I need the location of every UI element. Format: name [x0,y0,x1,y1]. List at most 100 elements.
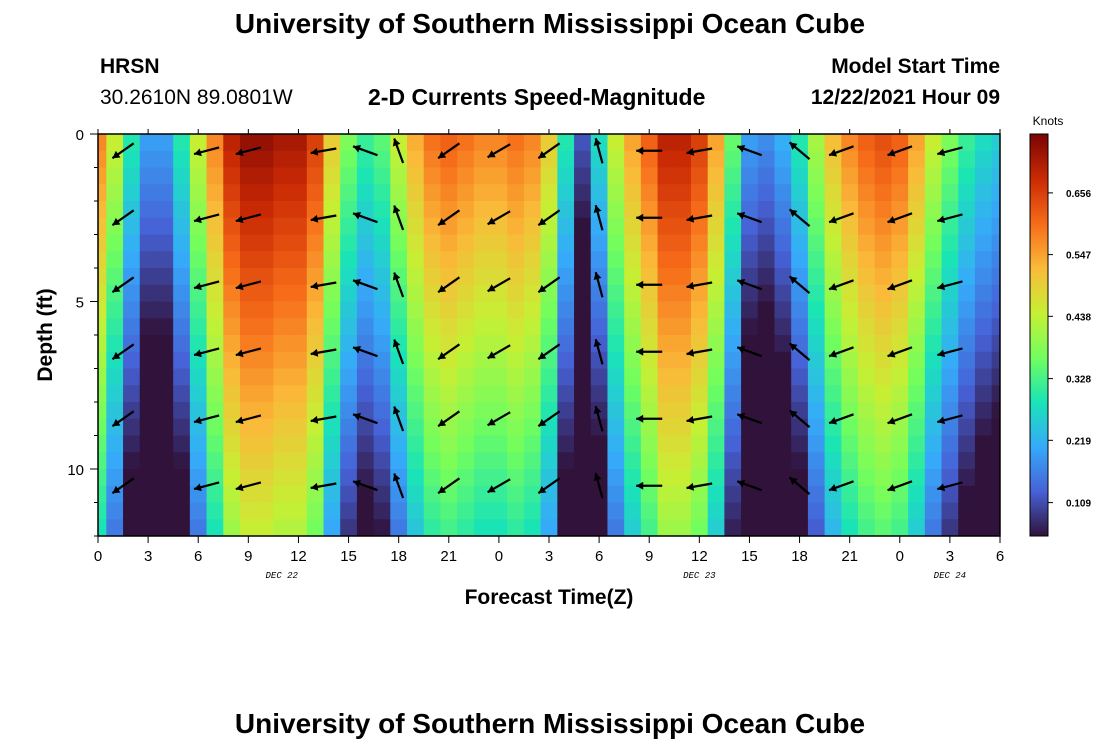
heatmap-cell [891,217,909,236]
heatmap-cell [724,318,742,336]
heatmap-cell [757,368,776,386]
heatmap-cell [239,167,258,185]
heatmap-cell [707,385,725,403]
heatmap-cell [991,385,1000,403]
heatmap-cell [958,519,976,536]
heatmap-cell [640,268,659,286]
heatmap-cell [707,418,725,437]
heatmap-cell [724,284,742,303]
heatmap-cell [340,335,358,353]
heatmap-cell [874,167,893,185]
heatmap-cell [958,150,976,169]
heatmap-cell [507,284,525,303]
heatmap-cell [189,201,208,219]
heatmap-cell [490,301,508,319]
current-vector [788,476,811,495]
heatmap-cell [507,418,525,437]
heatmap-cell [473,351,492,370]
heatmap-cell [440,351,458,370]
colorbar-tick-label: 0.109 [1066,499,1091,510]
heatmap-cell [640,502,659,520]
heatmap-cell [106,435,124,453]
current-vector [636,146,663,155]
heatmap-cell [423,167,442,185]
current-vector [937,481,963,492]
heatmap-cell [189,469,208,487]
heatmap-cell [106,485,124,504]
heatmap-cell [440,485,458,504]
heatmap-cell [156,217,174,236]
heatmap-cell [924,134,943,152]
heatmap-cell [891,268,909,286]
heatmap-cell [858,519,876,536]
heatmap-cell [640,402,659,420]
heatmap-cell [490,502,508,520]
heatmap-cell [189,418,208,437]
heatmap-cell [507,301,525,319]
heatmap-cell [340,452,358,470]
heatmap-cell [407,251,425,269]
heatmap-cell [941,402,959,420]
heatmap-cell [574,418,592,437]
heatmap-cell [991,167,1000,185]
heatmap-cell [239,368,258,386]
heatmap-cell [607,150,625,169]
heatmap-cell [958,251,976,269]
heatmap-cell [407,469,425,487]
heatmap-cell [757,234,776,252]
heatmap-cell [557,368,575,386]
heatmap-cell [189,335,208,353]
heatmap-cell [841,502,859,520]
heatmap-cell [624,134,642,152]
heatmap-cell [858,418,876,437]
heatmap-cell [724,268,742,286]
heatmap-cell [373,134,391,152]
heatmap-cell [674,418,692,437]
heatmap-cell [824,351,842,370]
heatmap-cell [824,469,842,487]
heatmap-cell [624,351,642,370]
heatmap-cell [574,452,592,470]
heatmap-cell [273,418,291,437]
heatmap-cell [206,452,224,470]
heatmap-cell [657,335,675,353]
heatmap-cell [841,435,859,453]
heatmap-cell [974,150,993,169]
heatmap-cell [891,301,909,319]
heatmap-cell [657,284,675,303]
heatmap-cell [340,351,358,370]
heatmap-cell [974,351,993,370]
heatmap-cell [373,418,391,437]
heatmap-cell [373,351,391,370]
heatmap-cell [473,385,492,403]
heatmap-cell [624,318,642,336]
heatmap-cell [891,452,909,470]
heatmap-cell [924,435,943,453]
heatmap-cell [457,167,475,185]
heatmap-cell [674,435,692,453]
current-vector [593,405,604,432]
heatmap-cell [223,167,241,185]
heatmap-cell [991,519,1000,536]
heatmap-cell [774,251,792,269]
heatmap-cell [473,519,492,536]
heatmap-cell [373,335,391,353]
heatmap-cell [540,351,558,370]
heatmap-cell [206,134,224,152]
heatmap-cell [924,201,943,219]
heatmap-cell [757,184,776,202]
heatmap-cell [323,502,341,520]
heatmap-cell [590,167,609,185]
heatmap-cell [123,418,141,437]
heatmap-cell [941,502,959,520]
colorbar-tick-label: 0.438 [1066,312,1091,323]
heatmap-cell [657,368,675,386]
heatmap-cell [123,301,141,319]
heatmap-cell [356,150,375,169]
heatmap-cell [139,150,158,169]
heatmap-cell [557,201,575,219]
heatmap-cell [523,469,542,487]
heatmap-cell [256,150,274,169]
heatmap-cell [423,469,442,487]
current-vector [593,338,604,365]
